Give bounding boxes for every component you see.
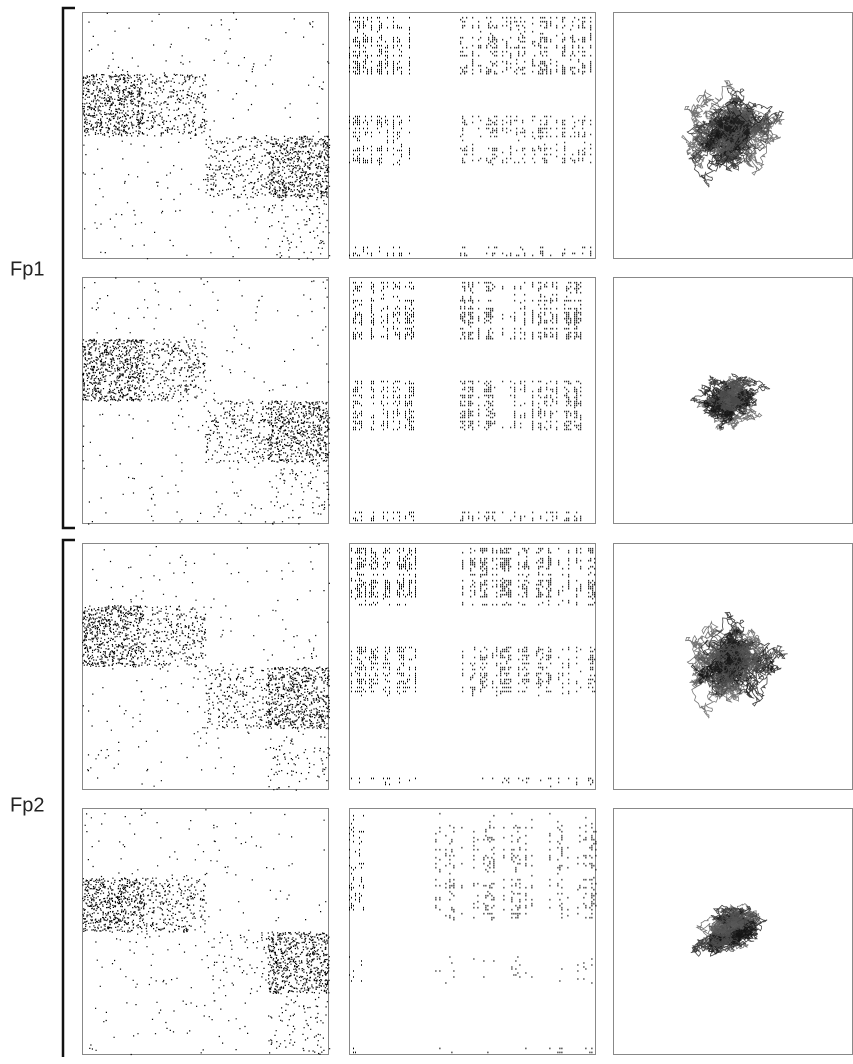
panel xyxy=(613,543,853,790)
panel xyxy=(82,277,331,525)
panel xyxy=(613,808,853,1055)
panel-frame xyxy=(349,808,596,1055)
group-label: Fp2 xyxy=(10,794,44,816)
walk-group xyxy=(685,611,788,719)
stripe-dots xyxy=(351,547,596,788)
panel xyxy=(82,543,331,791)
walk-line xyxy=(690,379,771,431)
panel xyxy=(82,12,331,261)
panel-frame xyxy=(349,12,596,259)
walk-line xyxy=(681,88,783,176)
matrix-dots xyxy=(82,543,331,791)
panel xyxy=(613,12,853,259)
panel-frame xyxy=(349,277,596,524)
bracket xyxy=(61,538,75,1057)
stripe-dots xyxy=(349,16,592,257)
walk-group xyxy=(681,80,785,188)
group-label: Fp1 xyxy=(10,258,44,280)
panel xyxy=(349,12,596,259)
walk-group xyxy=(690,373,771,431)
panel xyxy=(613,277,853,524)
panel xyxy=(349,543,596,790)
panel-frame xyxy=(82,808,329,1055)
panels xyxy=(82,12,853,1056)
matrix-dots xyxy=(82,277,331,525)
walk-group xyxy=(690,903,768,957)
panel xyxy=(82,808,331,1056)
matrix-dots xyxy=(82,12,331,261)
walk-line xyxy=(713,376,754,413)
walk-line xyxy=(691,637,785,719)
bracket xyxy=(61,6,75,530)
panel-frame xyxy=(82,277,329,524)
panel xyxy=(349,277,596,524)
panel xyxy=(349,808,597,1055)
walk-line xyxy=(698,913,749,954)
panel-frame xyxy=(82,12,329,259)
